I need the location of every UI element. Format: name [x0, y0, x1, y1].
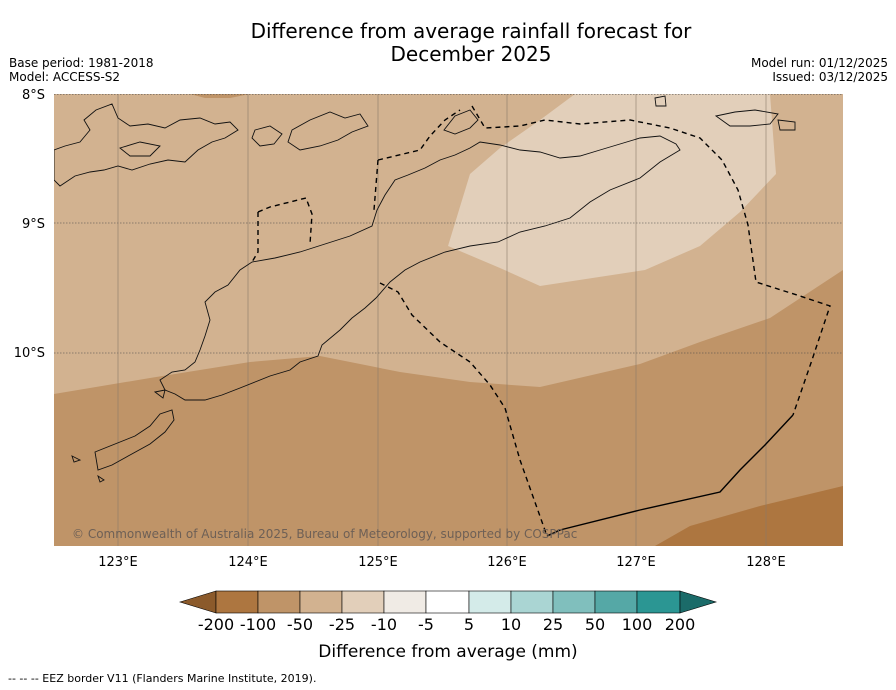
alor-islands-outline — [251, 111, 369, 151]
eez-border — [251, 105, 831, 537]
title-line-1: Difference from average rainfall forecas… — [250, 19, 692, 43]
colorbar-tick-1: -200 — [198, 615, 234, 634]
colorbar-title: Difference from average (mm) — [318, 642, 577, 662]
colorbar-swatch-5 — [383, 590, 427, 614]
model-run: Model run: 01/12/2025 — [750, 56, 888, 70]
lon-label-125e: 125°E — [358, 555, 398, 570]
colorbar-swatch-10 — [594, 590, 638, 614]
lat-labels: 8°S 9°S 10°S — [14, 88, 45, 361]
base-period: Base period: 1981-2018 — [9, 56, 154, 70]
colorbar-extend-high — [679, 590, 718, 614]
wetar-island-outline — [443, 109, 479, 135]
rote-sawu-outline — [71, 389, 175, 483]
flores-islands-outline — [54, 103, 239, 187]
zone-minus-50 — [54, 270, 843, 546]
lon-label-123e: 123°E — [98, 555, 138, 570]
meta-right: Model run: 01/12/2025 Issued: 03/12/2025 — [751, 56, 888, 84]
grid-lines — [54, 94, 843, 546]
colorbar-swatch-8 — [510, 590, 554, 614]
colorbar-swatch-6 — [425, 590, 470, 614]
colorbar-swatch-9 — [552, 590, 596, 614]
colorbar-tick-9: 25 — [543, 615, 563, 634]
colorbar-tick-4: -25 — [329, 615, 355, 634]
lon-label-127e: 127°E — [616, 555, 656, 570]
colorbar-swatch-11 — [636, 590, 681, 614]
colorbar-swatch-1 — [215, 590, 259, 614]
colorbar-tick-11: 100 — [622, 615, 653, 634]
lon-label-124e: 124°E — [228, 555, 268, 570]
zone-minus-50-top — [190, 94, 250, 98]
copyright-text: © Commonwealth of Australia 2025, Bureau… — [72, 527, 577, 541]
colorbar-tick-5: -10 — [371, 615, 397, 634]
colorbar-swatch-4 — [341, 590, 385, 614]
lat-label-9s: 9°S — [22, 217, 45, 232]
colorbar-swatch-2 — [257, 590, 301, 614]
eez-border-solid — [546, 414, 794, 537]
colorbar-ticks: -200 -100 -50 -25 -10 -5 5 10 25 50 100 … — [198, 615, 695, 634]
colorbar-tick-12: 200 — [665, 615, 696, 634]
lon-labels: 123°E 124°E 125°E 126°E 127°E 128°E — [98, 555, 786, 570]
eastern-islands-outline — [654, 95, 796, 131]
lon-label-126e: 126°E — [487, 555, 527, 570]
zone-minus-10 — [448, 94, 776, 286]
map-title: Difference from average rainfall forecas… — [0, 20, 896, 66]
colorbar-tick-2: -100 — [240, 615, 276, 634]
meta-left: Base period: 1981-2018 Model: ACCESS-S2 — [9, 56, 154, 84]
colorbar-tick-8: 10 — [501, 615, 521, 634]
lat-label-8s: 8°S — [22, 88, 45, 103]
colorbar — [178, 590, 718, 614]
colorbar-swatch-7 — [468, 590, 512, 614]
map-area: © Commonwealth of Australia 2025, Bureau… — [54, 94, 843, 546]
title-line-2: December 2025 — [390, 42, 552, 66]
coastlines — [54, 95, 796, 483]
lon-label-128e: 128°E — [746, 555, 786, 570]
lat-label-10s: 10°S — [14, 346, 45, 361]
colorbar-tick-10: 50 — [585, 615, 605, 634]
model-name: Model: ACCESS-S2 — [9, 70, 121, 84]
colorbar-extend-low — [178, 590, 217, 614]
zone-minus-100 — [655, 486, 843, 546]
issued-date: Issued: 03/12/2025 — [772, 70, 888, 84]
colorbar-tick-7: 5 — [464, 615, 474, 634]
colorbar-tick-3: -50 — [287, 615, 313, 634]
colorbar-tick-6: -5 — [418, 615, 434, 634]
timor-island-outline — [159, 135, 681, 401]
eez-legend-footer: -- -- -- EEZ border V11 (Flanders Marine… — [8, 672, 317, 685]
colorbar-swatch-3 — [299, 590, 343, 614]
